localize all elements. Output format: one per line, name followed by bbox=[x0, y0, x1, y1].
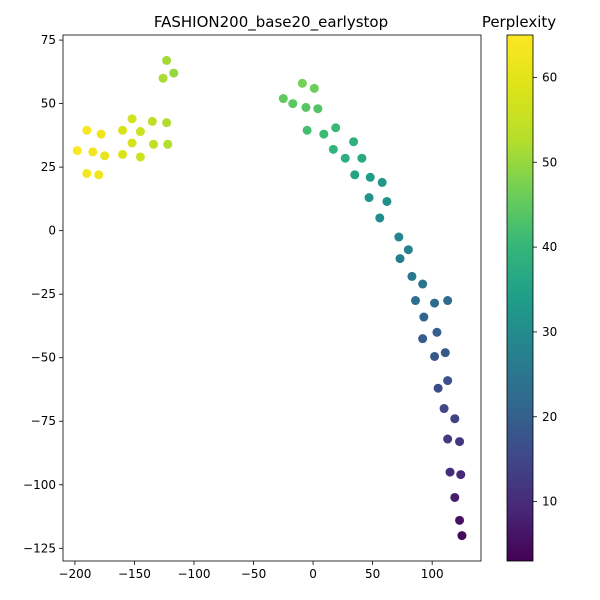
y-tick-label: −25 bbox=[31, 287, 56, 301]
data-point bbox=[72, 146, 82, 156]
x-tick-label: −200 bbox=[58, 567, 91, 581]
y-tick-label: 50 bbox=[41, 97, 56, 111]
colorbar-tick-label: 30 bbox=[542, 325, 557, 339]
data-point bbox=[457, 531, 467, 541]
data-point bbox=[162, 118, 172, 128]
data-point bbox=[365, 172, 375, 182]
data-point bbox=[395, 254, 405, 264]
data-point bbox=[450, 414, 460, 424]
y-tick-label: −50 bbox=[31, 351, 56, 365]
colorbar bbox=[506, 34, 534, 562]
data-point bbox=[450, 492, 460, 502]
data-point bbox=[127, 138, 137, 148]
data-point bbox=[169, 68, 179, 78]
plot-area bbox=[62, 34, 482, 562]
data-point bbox=[278, 94, 288, 104]
plot-frame bbox=[62, 34, 482, 562]
y-tick-label: 25 bbox=[41, 160, 56, 174]
data-point bbox=[127, 114, 137, 124]
data-point bbox=[149, 139, 159, 149]
x-tick-label: 0 bbox=[309, 567, 317, 581]
y-tick-label: −100 bbox=[23, 478, 56, 492]
colorbar-tick-label: 40 bbox=[542, 240, 557, 254]
data-point bbox=[407, 271, 417, 281]
data-point bbox=[297, 78, 307, 88]
data-point bbox=[382, 196, 392, 206]
x-tick-label: −50 bbox=[241, 567, 266, 581]
data-point bbox=[439, 404, 449, 414]
x-tick-label: −100 bbox=[178, 567, 211, 581]
data-point bbox=[364, 193, 374, 203]
data-point bbox=[158, 73, 168, 83]
data-point bbox=[419, 312, 429, 322]
data-point bbox=[418, 279, 428, 289]
data-point bbox=[82, 168, 92, 178]
colorbar-label: Perplexity bbox=[482, 13, 556, 31]
data-point bbox=[440, 348, 450, 358]
data-point bbox=[418, 334, 428, 344]
y-tick-label: −125 bbox=[23, 541, 56, 555]
data-point bbox=[163, 139, 173, 149]
data-point bbox=[302, 125, 312, 135]
data-point bbox=[357, 153, 367, 163]
data-point bbox=[455, 437, 465, 447]
data-point bbox=[135, 152, 145, 162]
data-point bbox=[309, 83, 319, 93]
data-point bbox=[433, 383, 443, 393]
x-tick-label: 100 bbox=[421, 567, 444, 581]
data-point bbox=[96, 129, 106, 139]
data-point bbox=[301, 102, 311, 112]
data-point bbox=[377, 177, 387, 187]
y-axis: −125 −100 −75 −50 −25 0 25 50 75 bbox=[23, 33, 63, 555]
data-point bbox=[443, 434, 453, 444]
x-tick-label: −150 bbox=[118, 567, 151, 581]
data-point bbox=[147, 116, 157, 126]
y-tick-label: 0 bbox=[48, 224, 56, 238]
data-point bbox=[432, 327, 442, 337]
data-point bbox=[118, 125, 128, 135]
data-point bbox=[456, 470, 466, 480]
data-point bbox=[162, 55, 172, 65]
data-point bbox=[411, 296, 421, 306]
data-point bbox=[349, 137, 359, 147]
data-point bbox=[319, 129, 329, 139]
data-point bbox=[394, 232, 404, 242]
data-point bbox=[430, 298, 440, 308]
data-point bbox=[455, 515, 465, 525]
data-point bbox=[445, 467, 455, 477]
data-point bbox=[340, 153, 350, 163]
data-point bbox=[430, 351, 440, 361]
data-point bbox=[88, 147, 98, 157]
data-point bbox=[82, 125, 92, 135]
data-point bbox=[288, 99, 298, 109]
y-tick-label: −75 bbox=[31, 414, 56, 428]
y-tick-label: 75 bbox=[41, 33, 56, 47]
data-point bbox=[403, 245, 413, 255]
colorbar-tick-label: 50 bbox=[542, 155, 557, 169]
colorbar-tick-label: 20 bbox=[542, 410, 557, 424]
colorbar-tick-label: 60 bbox=[542, 70, 557, 84]
x-tick-label: 50 bbox=[365, 567, 380, 581]
data-point bbox=[375, 213, 385, 223]
colorbar-tick-label: 10 bbox=[542, 495, 557, 509]
x-axis: −200 −150 −100 −50 0 50 100 bbox=[58, 561, 444, 581]
data-point bbox=[118, 149, 128, 159]
data-point bbox=[313, 104, 323, 114]
data-point bbox=[350, 170, 360, 180]
data-point bbox=[94, 170, 104, 180]
data-points bbox=[72, 55, 467, 541]
data-point bbox=[100, 151, 110, 161]
data-point bbox=[331, 123, 341, 133]
colorbar-ticks: 10 20 30 40 50 60 bbox=[533, 70, 557, 509]
data-point bbox=[328, 144, 338, 154]
data-point bbox=[443, 376, 453, 386]
data-point bbox=[135, 127, 145, 137]
chart-title: FASHION200_base20_earlystop bbox=[154, 13, 388, 32]
data-point bbox=[443, 296, 453, 306]
